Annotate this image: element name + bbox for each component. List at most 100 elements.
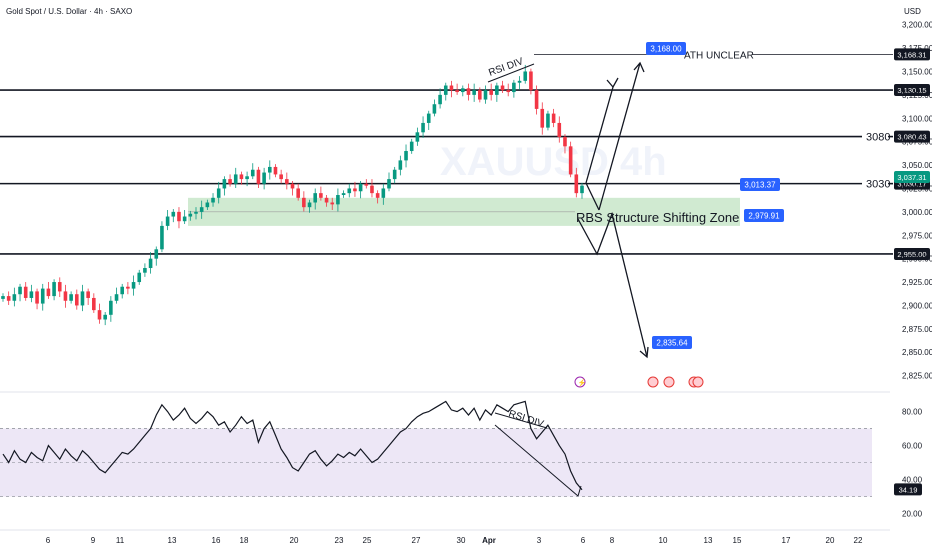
candle-body (194, 211, 198, 214)
candle-body (137, 272, 142, 283)
candle-body (392, 169, 397, 180)
candle-body (557, 122, 562, 137)
candle-body (109, 300, 113, 315)
time-tick-label: 17 (782, 536, 791, 545)
candle-body (449, 85, 454, 91)
time-tick-label: 25 (363, 536, 372, 545)
candle-body (46, 288, 51, 297)
arrow-up-2-head (633, 61, 645, 73)
currency-label: USD (904, 7, 921, 16)
level-price-badge-text: 3,168.31 (897, 50, 926, 59)
candle-body (148, 258, 153, 269)
label-2979: 2,979.91 (744, 209, 784, 222)
candle-body (307, 202, 312, 208)
arrow-down-head (639, 346, 649, 359)
candle-body (239, 174, 244, 180)
time-axis: 6 9 11 13 16 18 20 23 25 27 30 Apr 3 6 8 10 13 15 17 20 22 (46, 536, 863, 545)
candle-body (69, 294, 73, 301)
candle-body (245, 176, 249, 180)
level-price-badge-text: 2,955.00 (897, 250, 926, 259)
current-price-text: 3,037.31 (897, 173, 926, 182)
candle-body (126, 286, 130, 289)
candle-body (472, 90, 476, 95)
label-3013: 3,013.37 (740, 178, 780, 191)
candle-body (529, 71, 533, 91)
candle-body (500, 85, 505, 91)
candle-body (296, 188, 300, 198)
time-tick-label: 6 (581, 536, 586, 545)
candle-body (35, 291, 39, 304)
candle-body (534, 90, 539, 109)
level-price-badge-text: 3,030.17 (897, 180, 926, 189)
price-tick-label: 3,100.00 (902, 114, 932, 123)
candle-body (568, 146, 573, 175)
candle-body (455, 90, 459, 93)
rsi-value-text: 34.19 (899, 485, 918, 494)
rsi-band (0, 428, 872, 497)
time-tick-label: 20 (290, 536, 299, 545)
price-tick-label: 2,875.00 (902, 325, 932, 334)
candle-body (353, 188, 357, 192)
candle-body (438, 94, 442, 105)
time-tick-label: 15 (733, 536, 742, 545)
candle-body (74, 294, 79, 306)
candle-body (551, 113, 556, 123)
candle-body (182, 216, 187, 222)
candle-body (302, 197, 306, 208)
price-tick-label: 3,125.00 (902, 91, 932, 100)
candle-body (279, 174, 283, 180)
candle-body (290, 183, 295, 189)
level-price-badge-text: 3,130.15 (897, 86, 926, 95)
candle-body (63, 291, 68, 301)
candle-body (6, 296, 11, 301)
time-tick-label: 23 (335, 536, 344, 545)
candle-body (285, 179, 289, 184)
level-price-badge (894, 130, 930, 143)
candle-body (233, 174, 238, 184)
rsi-div-line-bottom (494, 424, 579, 497)
price-tick-label: 3,025.00 (902, 184, 932, 193)
price-tick-label: 3,150.00 (902, 67, 932, 76)
time-tick-label: 9 (91, 536, 96, 545)
level-label: 3030 (866, 179, 890, 191)
candle-body (52, 282, 56, 297)
candle-body (421, 122, 425, 133)
us-flag-icon[interactable] (663, 376, 675, 388)
candle-body (250, 169, 255, 177)
candle-body (97, 310, 102, 320)
candle-body (517, 80, 522, 83)
time-tick-label: 27 (412, 536, 421, 545)
price-tick-label: 2,975.00 (902, 231, 932, 240)
level-price-badge (894, 48, 930, 61)
rsi-tick-label: 20.00 (902, 510, 923, 519)
time-tick-label: 11 (116, 536, 125, 545)
level-label: 3080 (866, 132, 890, 144)
candle-body (273, 166, 278, 175)
candle-body (319, 193, 323, 198)
label-2979-text: 2,979.91 (748, 212, 780, 221)
candle-body (341, 193, 346, 196)
price-tick-label: 2,825.00 (902, 372, 932, 381)
time-tick-label: 13 (704, 536, 713, 545)
candle-body (364, 183, 369, 186)
candle-body (460, 88, 465, 93)
lightning-icon[interactable] (574, 376, 586, 388)
time-tick-label: 20 (826, 536, 835, 545)
us-flag-icon[interactable] (647, 376, 659, 388)
time-tick-label: 3 (537, 536, 542, 545)
price-tick-label: 3,200.00 (902, 21, 932, 30)
label-3013-text: 3,013.37 (744, 181, 776, 190)
price-axis: 3,200.00 3,175.00 3,150.00 3,125.00 3,100.00… (902, 21, 932, 381)
arrow-connector (585, 182, 600, 211)
event-icons[interactable]: ⚡ (574, 376, 704, 388)
rsi-line (2, 400, 583, 491)
price-tick-label: 2,950.00 (902, 255, 932, 264)
price-tick-label: 3,000.00 (902, 208, 932, 217)
arrow-up-1 (585, 86, 614, 184)
candle-body (330, 202, 335, 205)
us-flag-icon[interactable] (692, 376, 704, 388)
time-tick-label: 22 (854, 536, 863, 545)
